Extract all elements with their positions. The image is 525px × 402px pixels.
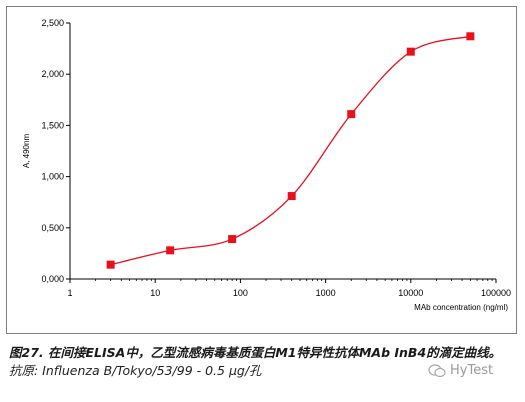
fitted-curve-layer bbox=[110, 35, 471, 266]
x-tick-label: 10 bbox=[150, 288, 160, 298]
data-point bbox=[287, 192, 296, 201]
chart-frame: 0,000 0,500 1,000 1,500 2,000 2,500 1 10 100 1000… bbox=[6, 6, 517, 334]
data-point bbox=[406, 47, 415, 56]
y-tick-label: 1,000 bbox=[41, 172, 64, 182]
chart-axes bbox=[66, 22, 497, 283]
axis-labels-layer: 0,000 0,500 1,000 1,500 2,000 2,500 1 10 100 1000… bbox=[22, 18, 511, 312]
y-axis-title: A, 490nm bbox=[22, 134, 31, 169]
data-point bbox=[166, 246, 175, 255]
data-point bbox=[106, 260, 115, 269]
y-tick-label: 0,500 bbox=[41, 223, 64, 233]
x-tick-label: 1 bbox=[67, 288, 72, 298]
fitted-curve bbox=[110, 35, 471, 266]
x-tick-label: 100000 bbox=[481, 288, 511, 298]
wechat-icon bbox=[428, 363, 446, 377]
x-tick-label: 1000 bbox=[316, 288, 336, 298]
x-tick-label: 100 bbox=[233, 288, 248, 298]
y-tick-label: 1,500 bbox=[41, 120, 64, 130]
y-tick-label: 0,000 bbox=[41, 274, 64, 284]
x-axis-title: MAb concentration (ng/ml) bbox=[414, 303, 508, 312]
data-markers-layer bbox=[106, 32, 475, 269]
data-point bbox=[466, 32, 475, 41]
figure-caption: 图27. 在间接ELISA中，乙型流感病毒基质蛋白M1特异性抗体MAb InB4… bbox=[9, 344, 521, 379]
titration-chart: 0,000 0,500 1,000 1,500 2,000 2,500 1 10 100 1000… bbox=[22, 18, 511, 312]
y-tick-label: 2,000 bbox=[41, 69, 64, 79]
y-tick-label: 2,500 bbox=[41, 18, 64, 28]
watermark-text: HyTest bbox=[450, 363, 494, 378]
watermark: HyTest bbox=[428, 363, 493, 378]
caption-title: 图27. 在间接ELISA中，乙型流感病毒基质蛋白M1特异性抗体MAb InB4… bbox=[9, 345, 502, 360]
data-point bbox=[347, 110, 356, 119]
data-point bbox=[228, 235, 237, 244]
caption-antigen: 抗原: Influenza B/Tokyo/53/99 - 0.5 μg/孔 bbox=[9, 363, 262, 378]
x-tick-label: 10000 bbox=[398, 288, 423, 298]
